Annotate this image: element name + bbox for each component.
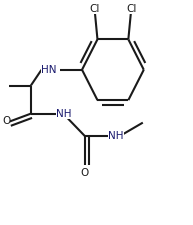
Text: Cl: Cl	[89, 4, 100, 14]
Text: NH: NH	[56, 109, 71, 119]
Text: O: O	[81, 168, 89, 178]
Text: Cl: Cl	[126, 4, 136, 14]
Text: HN: HN	[41, 65, 57, 75]
Text: O: O	[2, 117, 10, 126]
Text: NH: NH	[108, 131, 124, 141]
